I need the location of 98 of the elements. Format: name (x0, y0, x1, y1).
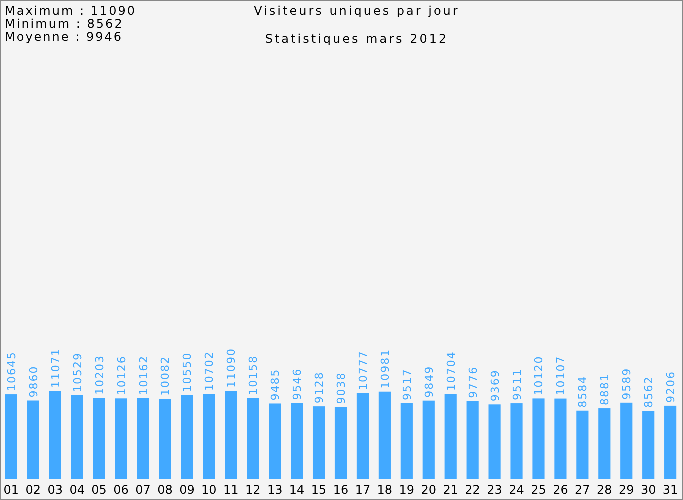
bar (312, 406, 326, 479)
data-label: 10645 (5, 352, 18, 392)
x-tick-label: 06 (114, 483, 129, 497)
bar (444, 394, 457, 479)
bar (356, 393, 370, 479)
text: Moyenne : 9946 (5, 30, 123, 44)
bar (71, 395, 84, 479)
data-label: 10158 (247, 355, 260, 396)
x-tick-label: 19 (399, 483, 415, 497)
data-label: 9849 (422, 366, 436, 398)
bar (5, 394, 18, 479)
text: Maximum : 11090 (5, 4, 136, 18)
bar (203, 394, 216, 479)
bar (466, 401, 479, 479)
bar (620, 402, 633, 479)
x-tick-label: 08 (158, 483, 173, 497)
data-label: 10777 (356, 350, 370, 390)
data-label: 9038 (335, 372, 348, 404)
data-label: 9369 (488, 370, 502, 402)
bar (510, 404, 523, 479)
x-tick-label: 14 (289, 483, 305, 497)
bar (664, 406, 677, 479)
data-label: 9485 (269, 368, 282, 401)
x-tick-label: 27 (575, 483, 590, 497)
x-tick-label: 11 (224, 483, 239, 497)
bar (598, 408, 611, 479)
data-label: 10107 (554, 356, 568, 396)
data-label: 9517 (400, 368, 414, 400)
chart-title: Visiteurs uniques par jour (254, 4, 460, 18)
data-label: 10550 (181, 352, 194, 392)
x-tick-label: 30 (640, 483, 656, 497)
bar (378, 392, 391, 479)
data-label: 10126 (115, 356, 128, 396)
data-label: 10702 (203, 351, 216, 392)
bar (225, 391, 238, 479)
data-label: 10120 (532, 356, 546, 396)
bar (576, 410, 589, 479)
text: Minimum : 8562 (5, 17, 124, 31)
x-tick-label: 03 (48, 483, 64, 497)
x-tick-label: 28 (597, 483, 612, 497)
x-tick-label: 18 (377, 483, 393, 497)
x-tick-label: 10 (202, 483, 217, 497)
data-label: 9511 (510, 368, 524, 401)
bar (554, 398, 567, 479)
bar (291, 403, 304, 479)
data-label: 9776 (466, 366, 480, 398)
bar (642, 411, 655, 479)
bar (488, 404, 501, 479)
chart-subtitle: Statistiques mars 2012 (265, 32, 449, 46)
x-tick-label: 12 (245, 483, 261, 497)
data-label: 10162 (137, 355, 150, 396)
data-label: 11090 (225, 348, 238, 388)
x-tick-label: 31 (662, 483, 678, 497)
bar (247, 398, 260, 479)
data-label: 9546 (291, 368, 304, 400)
x-tick-label: 16 (333, 483, 349, 497)
data-label: 9860 (27, 366, 40, 398)
data-label: 10704 (444, 351, 458, 392)
bar (93, 398, 106, 479)
x-tick-label: 07 (136, 483, 151, 497)
bar (49, 391, 62, 479)
x-tick-label: 09 (180, 483, 195, 497)
bar (181, 395, 194, 479)
x-tick-label: 22 (465, 483, 480, 497)
data-label: 10981 (378, 348, 392, 389)
data-label: 10203 (93, 355, 106, 396)
bar (115, 398, 128, 479)
data-label: 9589 (620, 368, 634, 400)
bar (27, 400, 40, 479)
x-tick-label: 02 (26, 483, 42, 497)
x-tick-label: 20 (421, 483, 437, 497)
bar (532, 398, 545, 479)
x-tick-label: 29 (618, 483, 634, 497)
data-label: 10529 (71, 352, 84, 392)
data-label: 8881 (598, 374, 612, 406)
x-tick-label: 26 (553, 483, 568, 497)
x-tick-label: 17 (355, 483, 371, 497)
data-label: 9128 (313, 372, 326, 404)
data-label: 9206 (664, 370, 678, 403)
bar (400, 403, 413, 479)
bar (422, 400, 435, 479)
x-tick-label: 15 (311, 483, 327, 497)
x-tick-label: 25 (531, 483, 546, 497)
data-label: 11071 (49, 348, 62, 388)
x-tick-label: 01 (4, 483, 20, 497)
data-label: 8584 (576, 376, 590, 408)
x-tick-label: 05 (92, 483, 107, 497)
x-tick-label: 21 (443, 483, 458, 497)
x-tick-label: 13 (267, 483, 283, 497)
bar (334, 407, 348, 479)
data-label: 8562 (642, 376, 656, 408)
bar (137, 398, 150, 479)
bar (159, 399, 172, 479)
bar (269, 404, 282, 479)
data-label: 10082 (159, 356, 172, 396)
x-tick-label: 23 (487, 483, 502, 497)
x-tick-label: 04 (70, 483, 85, 497)
x-tick-label: 24 (509, 483, 524, 497)
